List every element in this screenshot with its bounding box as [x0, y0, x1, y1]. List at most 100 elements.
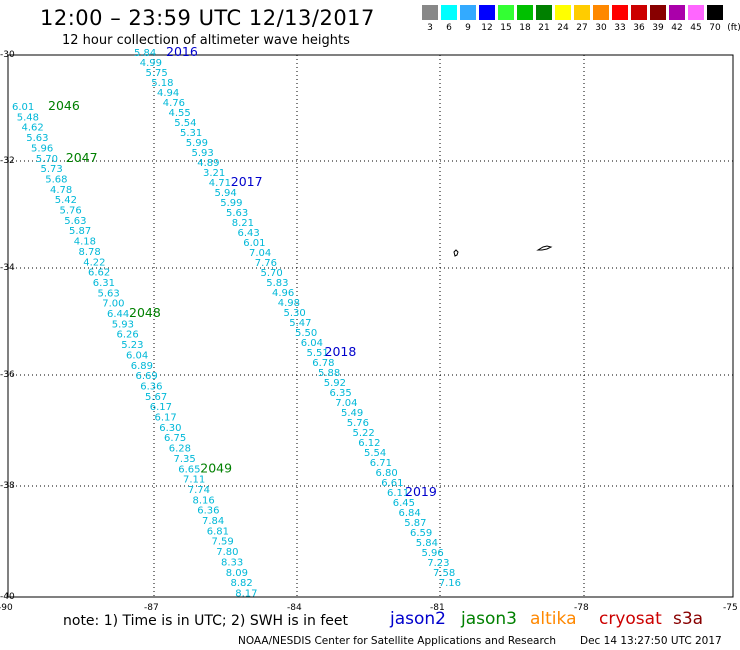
- scale-label: 12: [481, 23, 493, 33]
- wave-height-value: 6.59: [410, 528, 432, 539]
- wave-height-value: 6.30: [159, 423, 181, 434]
- scale-swatch-45: [688, 5, 704, 20]
- wave-height-value: 8.78: [79, 247, 101, 258]
- wave-height-value: 5.50: [295, 328, 317, 339]
- wave-height-value: 5.54: [174, 118, 196, 129]
- wave-height-value: 5.84: [416, 538, 438, 549]
- scale-label: 30: [595, 23, 607, 33]
- scale-label: 18: [519, 23, 531, 33]
- scale-swatch-39: [650, 5, 666, 20]
- wave-height-value: 5.67: [145, 392, 167, 403]
- scale-swatch-6: [441, 5, 457, 20]
- pass-number-label: 2018: [325, 344, 357, 359]
- wave-height-value: 5.48: [17, 112, 39, 123]
- lat-label: -30: [0, 50, 15, 60]
- scale-swatch-33: [612, 5, 628, 20]
- wave-height-value: 6.43: [238, 228, 260, 239]
- wave-height-value: 5.83: [266, 278, 288, 289]
- lat-lon-grid: [7, 54, 734, 598]
- scale-swatch-70: [707, 5, 723, 20]
- lon-label: -84: [287, 603, 302, 613]
- scale-label: 36: [633, 23, 645, 33]
- scale-unit-label: (ft): [727, 23, 740, 33]
- generated-timestamp: Dec 14 13:27:50 UTC 2017: [580, 635, 722, 647]
- wave-height-value: 5.63: [26, 133, 48, 144]
- wave-height-value: 5.99: [220, 198, 242, 209]
- wave-height-value: 5.42: [55, 195, 77, 206]
- wave-height-value: 5.94: [215, 188, 237, 199]
- wave-height-value: 7.58: [433, 568, 455, 579]
- pass-number-label: 2048: [129, 305, 161, 320]
- wave-height-value: 3.21: [203, 168, 225, 179]
- scale-swatch-15: [498, 5, 514, 20]
- scale-swatch-12: [479, 5, 495, 20]
- wave-height-value: 8.16: [193, 495, 215, 506]
- scale-swatch-24: [555, 5, 571, 20]
- wave-height-value: 8.21: [232, 218, 254, 229]
- wave-height-value: 4.96: [272, 288, 294, 299]
- wave-height-value: 6.89: [131, 361, 153, 372]
- wave-height-value: 6.11: [387, 488, 409, 499]
- wave-height-value: 6.28: [169, 444, 191, 455]
- scale-label: 15: [500, 23, 512, 33]
- wave-height-value: 6.04: [301, 338, 323, 349]
- wave-height-value: 5.93: [192, 148, 214, 159]
- wave-height-value: 5.31: [180, 128, 202, 139]
- wave-height-value: 7.16: [439, 578, 461, 589]
- wave-height-value: 7.80: [216, 547, 238, 558]
- wave-height-value: 4.62: [22, 123, 44, 134]
- wave-height-value: 5.70: [36, 154, 58, 165]
- scale-swatch-42: [669, 5, 685, 20]
- wave-height-value: 5.75: [146, 68, 168, 79]
- satellite-legend-altika: altika: [530, 609, 577, 629]
- wave-height-value: 4.76: [163, 98, 185, 109]
- wave-height-value: 5.18: [151, 78, 173, 89]
- scale-label: 42: [671, 23, 683, 33]
- wave-height-value: 6.78: [312, 358, 334, 369]
- wave-height-value: 4.98: [278, 298, 300, 309]
- pass-number-label: 2047: [66, 150, 98, 165]
- wave-height-value: 5.54: [364, 448, 386, 459]
- lat-label: -38: [0, 481, 15, 491]
- map-frame: [7, 54, 734, 598]
- wave-height-value: 6.36: [197, 506, 219, 517]
- scale-swatch-21: [536, 5, 552, 20]
- pass-number-label: 2019: [405, 484, 437, 499]
- lon-label: -90: [0, 603, 13, 613]
- satellite-legend-cryosat: cryosat: [599, 609, 662, 629]
- wave-height-value: 5.76: [347, 418, 369, 429]
- wave-height-value: 5.87: [404, 518, 426, 529]
- wave-height-value: 4.71: [209, 178, 231, 189]
- wave-height-value: 6.12: [358, 438, 380, 449]
- wave-height-value: 4.99: [140, 58, 162, 69]
- wave-height-value: 8.17: [235, 588, 257, 599]
- scale-swatch-30: [593, 5, 609, 20]
- wave-height-value: 5.76: [60, 206, 82, 217]
- wave-height-value: 6.62: [88, 268, 110, 279]
- scale-label: 24: [557, 23, 569, 33]
- scale-label: 33: [614, 23, 626, 33]
- wave-height-value: 5.22: [353, 428, 375, 439]
- footer-note: note: 1) Time is in UTC; 2) SWH is in fe…: [63, 613, 349, 629]
- wave-height-value: 7.11: [183, 475, 205, 486]
- wave-height-value: 6.01: [12, 102, 34, 113]
- lon-label: -78: [574, 603, 589, 613]
- wave-height-value: 5.92: [324, 378, 346, 389]
- wave-height-value: 5.63: [64, 216, 86, 227]
- island-outline: [453, 249, 459, 257]
- wave-height-value: 7.04: [335, 398, 357, 409]
- wave-height-value: 5.99: [186, 138, 208, 149]
- lat-label: -36: [0, 370, 15, 380]
- page-title: 12:00 – 23:59 UTC 12/13/2017: [40, 6, 375, 30]
- lat-label: -40: [0, 592, 15, 602]
- scale-label: 39: [652, 23, 664, 33]
- wave-height-value: 6.61: [381, 478, 403, 489]
- island-outline: [536, 245, 553, 251]
- pass-number-label: 2017: [231, 174, 263, 189]
- wave-height-value: 5.84: [134, 48, 156, 59]
- scale-label: 27: [576, 23, 588, 33]
- wave-height-value: 6.31: [93, 278, 115, 289]
- satellite-legend-jason3: jason3: [461, 609, 517, 629]
- wave-height-value: 5.63: [226, 208, 248, 219]
- credit-line: NOAA/NESDIS Center for Satellite Applica…: [238, 635, 556, 647]
